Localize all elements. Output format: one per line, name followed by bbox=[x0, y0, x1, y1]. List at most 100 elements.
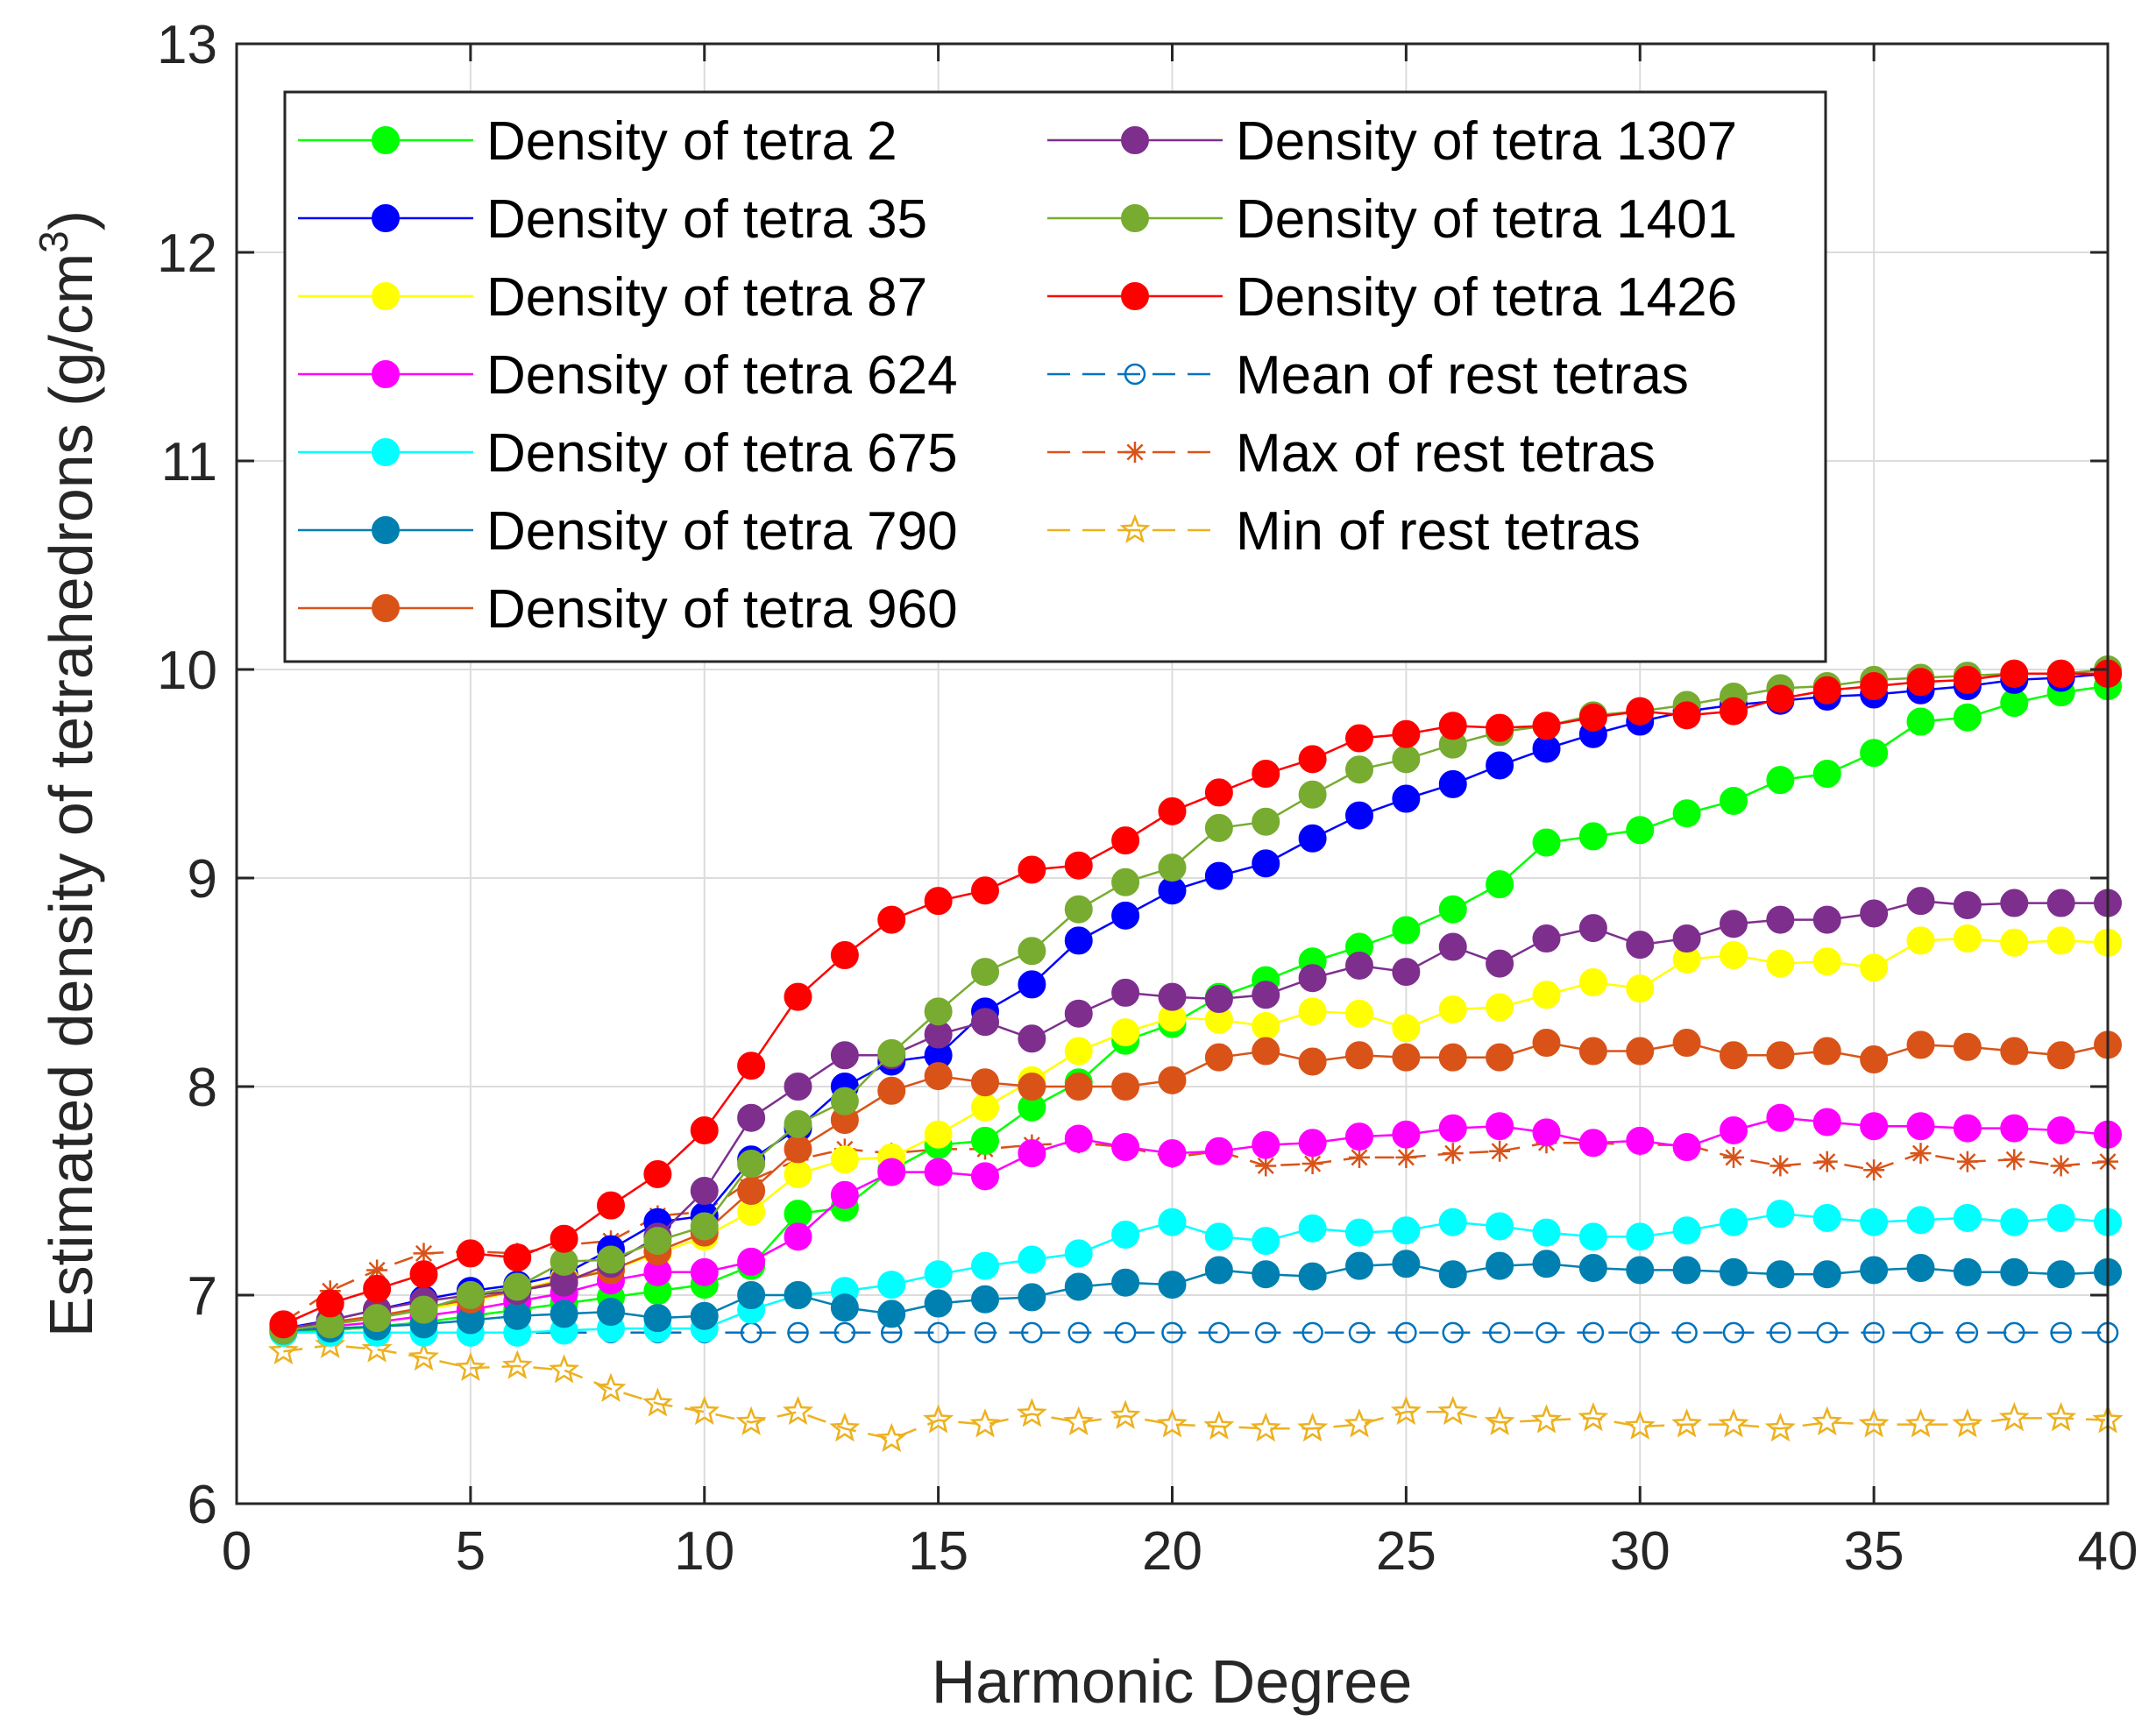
data-point bbox=[1530, 1404, 1563, 1434]
data-point bbox=[597, 1245, 625, 1274]
data-point bbox=[1298, 1214, 1327, 1243]
data-point bbox=[2000, 889, 2029, 917]
data-point bbox=[1438, 1207, 1467, 1236]
data-point bbox=[784, 1222, 812, 1251]
data-point bbox=[1018, 937, 1046, 966]
data-point bbox=[1255, 1321, 1277, 1344]
legend-marker bbox=[1124, 363, 1146, 386]
x-tick-label: 30 bbox=[1610, 1521, 1670, 1582]
data-point bbox=[2050, 1155, 2072, 1177]
data-point bbox=[2046, 1401, 2077, 1432]
data-point bbox=[1018, 855, 1046, 884]
data-point bbox=[503, 1301, 532, 1330]
data-point bbox=[1392, 1250, 1421, 1278]
data-point bbox=[1114, 1321, 1137, 1344]
data-point bbox=[1906, 1254, 1935, 1283]
data-point bbox=[1298, 745, 1327, 774]
legend-entry: Density of tetra 960 bbox=[298, 579, 958, 640]
series-line bbox=[282, 672, 2108, 1326]
data-point bbox=[1158, 1066, 1187, 1094]
data-point bbox=[1395, 1321, 1417, 1344]
data-point bbox=[1438, 712, 1467, 740]
data-point bbox=[2000, 1114, 2029, 1143]
data-point bbox=[1064, 1239, 1093, 1268]
data-point bbox=[409, 1295, 438, 1324]
legend-label: Density of tetra 790 bbox=[486, 501, 958, 562]
data-point bbox=[784, 982, 812, 1011]
y-tick-label: 10 bbox=[157, 641, 217, 701]
data-point bbox=[1252, 1130, 1280, 1159]
data-point bbox=[830, 1145, 859, 1174]
data-point bbox=[974, 1321, 996, 1344]
data-point bbox=[1812, 1037, 1841, 1066]
x-tick-label: 35 bbox=[1844, 1521, 1904, 1582]
data-point bbox=[1626, 931, 1655, 960]
data-point bbox=[1158, 797, 1187, 825]
data-point bbox=[1395, 1146, 1417, 1168]
data-point bbox=[1204, 1043, 1233, 1072]
data-point bbox=[1111, 868, 1140, 896]
x-tick-label: 40 bbox=[2078, 1521, 2138, 1582]
data-point bbox=[1203, 1410, 1235, 1440]
data-point bbox=[1345, 1218, 1373, 1247]
data-point bbox=[1906, 926, 1935, 955]
y-tick-label: 9 bbox=[188, 849, 217, 910]
data-point bbox=[1016, 1398, 1047, 1427]
legend-label: Density of tetra 87 bbox=[486, 267, 927, 328]
data-point bbox=[456, 1281, 485, 1309]
data-point bbox=[877, 1271, 906, 1299]
data-point bbox=[1626, 697, 1655, 726]
legend-label: Density of tetra 624 bbox=[486, 345, 958, 406]
data-point bbox=[1392, 958, 1421, 987]
data-point bbox=[1345, 1251, 1373, 1280]
data-point bbox=[1344, 1408, 1375, 1438]
data-point bbox=[1578, 1037, 1607, 1066]
data-point bbox=[1110, 1399, 1141, 1429]
data-point bbox=[501, 1349, 533, 1379]
data-point bbox=[784, 1281, 812, 1309]
x-tick-label: 25 bbox=[1376, 1521, 1436, 1582]
data-point bbox=[1486, 1112, 1514, 1141]
legend-marker bbox=[1121, 126, 1149, 154]
data-point bbox=[690, 1177, 719, 1205]
x-tick-label: 20 bbox=[1142, 1521, 1202, 1582]
data-point bbox=[690, 1212, 719, 1241]
legend-entry: Density of tetra 1307 bbox=[1047, 111, 1737, 172]
data-point bbox=[1953, 665, 1982, 694]
data-point bbox=[1812, 1260, 1841, 1289]
data-point bbox=[1067, 1321, 1089, 1344]
data-point bbox=[597, 1191, 625, 1220]
data-point bbox=[269, 1310, 298, 1339]
series-density-of-tetra-675 bbox=[269, 1200, 2122, 1347]
data-point bbox=[1486, 1251, 1514, 1280]
data-point bbox=[924, 1062, 953, 1091]
data-point bbox=[1438, 1114, 1467, 1143]
data-point bbox=[877, 1038, 906, 1067]
legend-entry: Density of tetra 675 bbox=[298, 423, 958, 484]
asterisk-stroke bbox=[1444, 1144, 1462, 1162]
series-line bbox=[283, 1116, 2109, 1332]
data-point bbox=[1532, 1118, 1561, 1147]
series-density-of-tetra-1426 bbox=[269, 659, 2122, 1339]
data-point bbox=[1672, 799, 1701, 828]
data-point bbox=[1438, 769, 1467, 798]
data-point bbox=[550, 1299, 578, 1328]
series-line bbox=[283, 1212, 2109, 1335]
data-point bbox=[2046, 889, 2075, 917]
series-line bbox=[283, 1263, 2109, 1332]
data-point bbox=[1910, 1143, 1932, 1165]
data-point bbox=[1442, 1321, 1464, 1344]
data-point bbox=[1021, 1321, 1043, 1344]
data-point bbox=[1720, 941, 1748, 970]
data-point bbox=[1532, 712, 1561, 740]
data-point bbox=[1906, 887, 1935, 916]
asterisk-stroke bbox=[1126, 443, 1144, 461]
data-point bbox=[1906, 1206, 1935, 1235]
data-point bbox=[2046, 1115, 2075, 1144]
data-point bbox=[643, 1227, 672, 1256]
data-point bbox=[1438, 1043, 1467, 1072]
data-point bbox=[1812, 947, 1841, 976]
data-point bbox=[1018, 1073, 1046, 1101]
data-point bbox=[1111, 1073, 1140, 1101]
data-point bbox=[1906, 1112, 1935, 1141]
